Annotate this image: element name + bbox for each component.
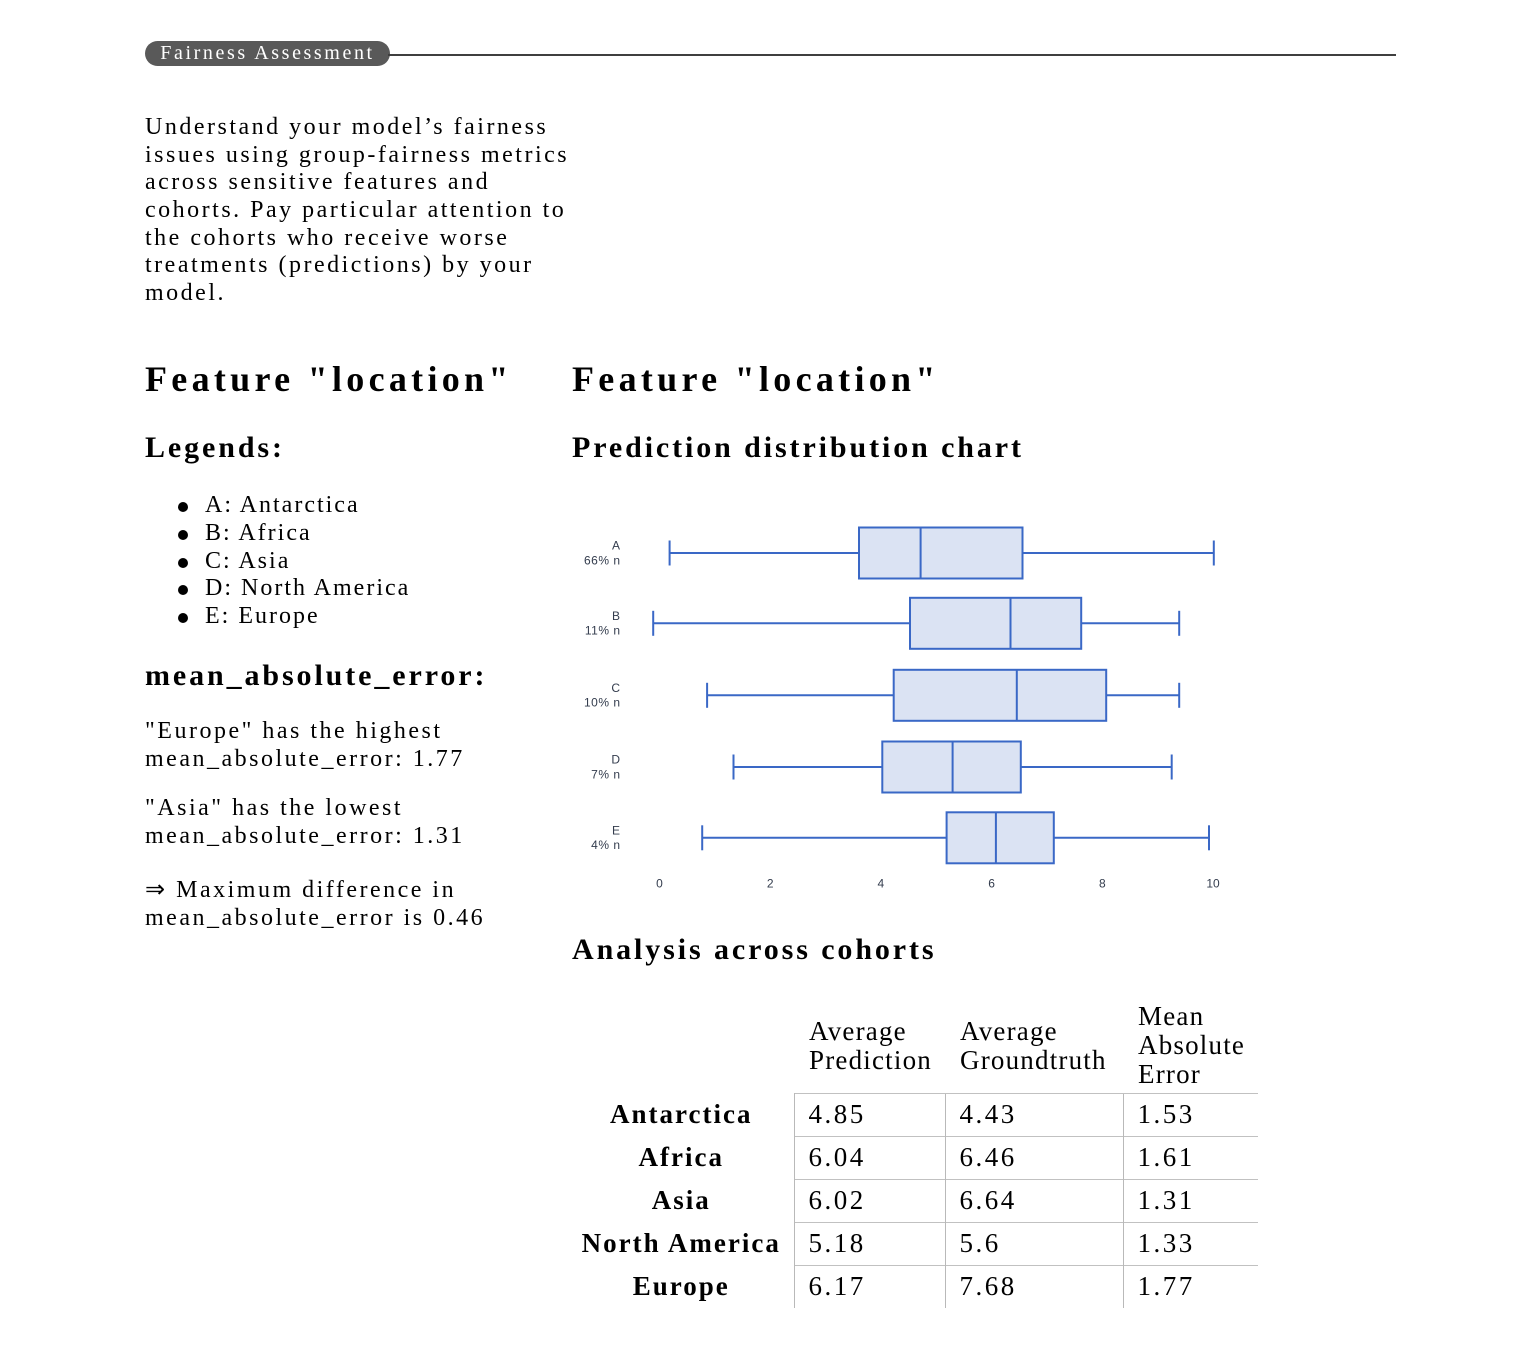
svg-text:6: 6	[988, 876, 995, 890]
svg-text:8: 8	[1099, 876, 1106, 890]
svg-text:66% n: 66% n	[584, 553, 621, 567]
svg-text:C: C	[611, 681, 620, 695]
svg-text:4% n: 4% n	[591, 838, 620, 852]
svg-text:B: B	[612, 609, 621, 623]
svg-text:10% n: 10% n	[584, 696, 621, 710]
svg-text:10: 10	[1206, 876, 1220, 890]
svg-text:A: A	[612, 539, 621, 553]
svg-text:0: 0	[656, 876, 663, 890]
svg-text:11% n: 11% n	[585, 624, 621, 638]
svg-text:4: 4	[878, 876, 885, 890]
svg-text:D: D	[611, 753, 620, 767]
svg-text:E: E	[612, 823, 621, 837]
svg-text:2: 2	[767, 876, 774, 890]
svg-text:7% n: 7% n	[591, 767, 620, 781]
